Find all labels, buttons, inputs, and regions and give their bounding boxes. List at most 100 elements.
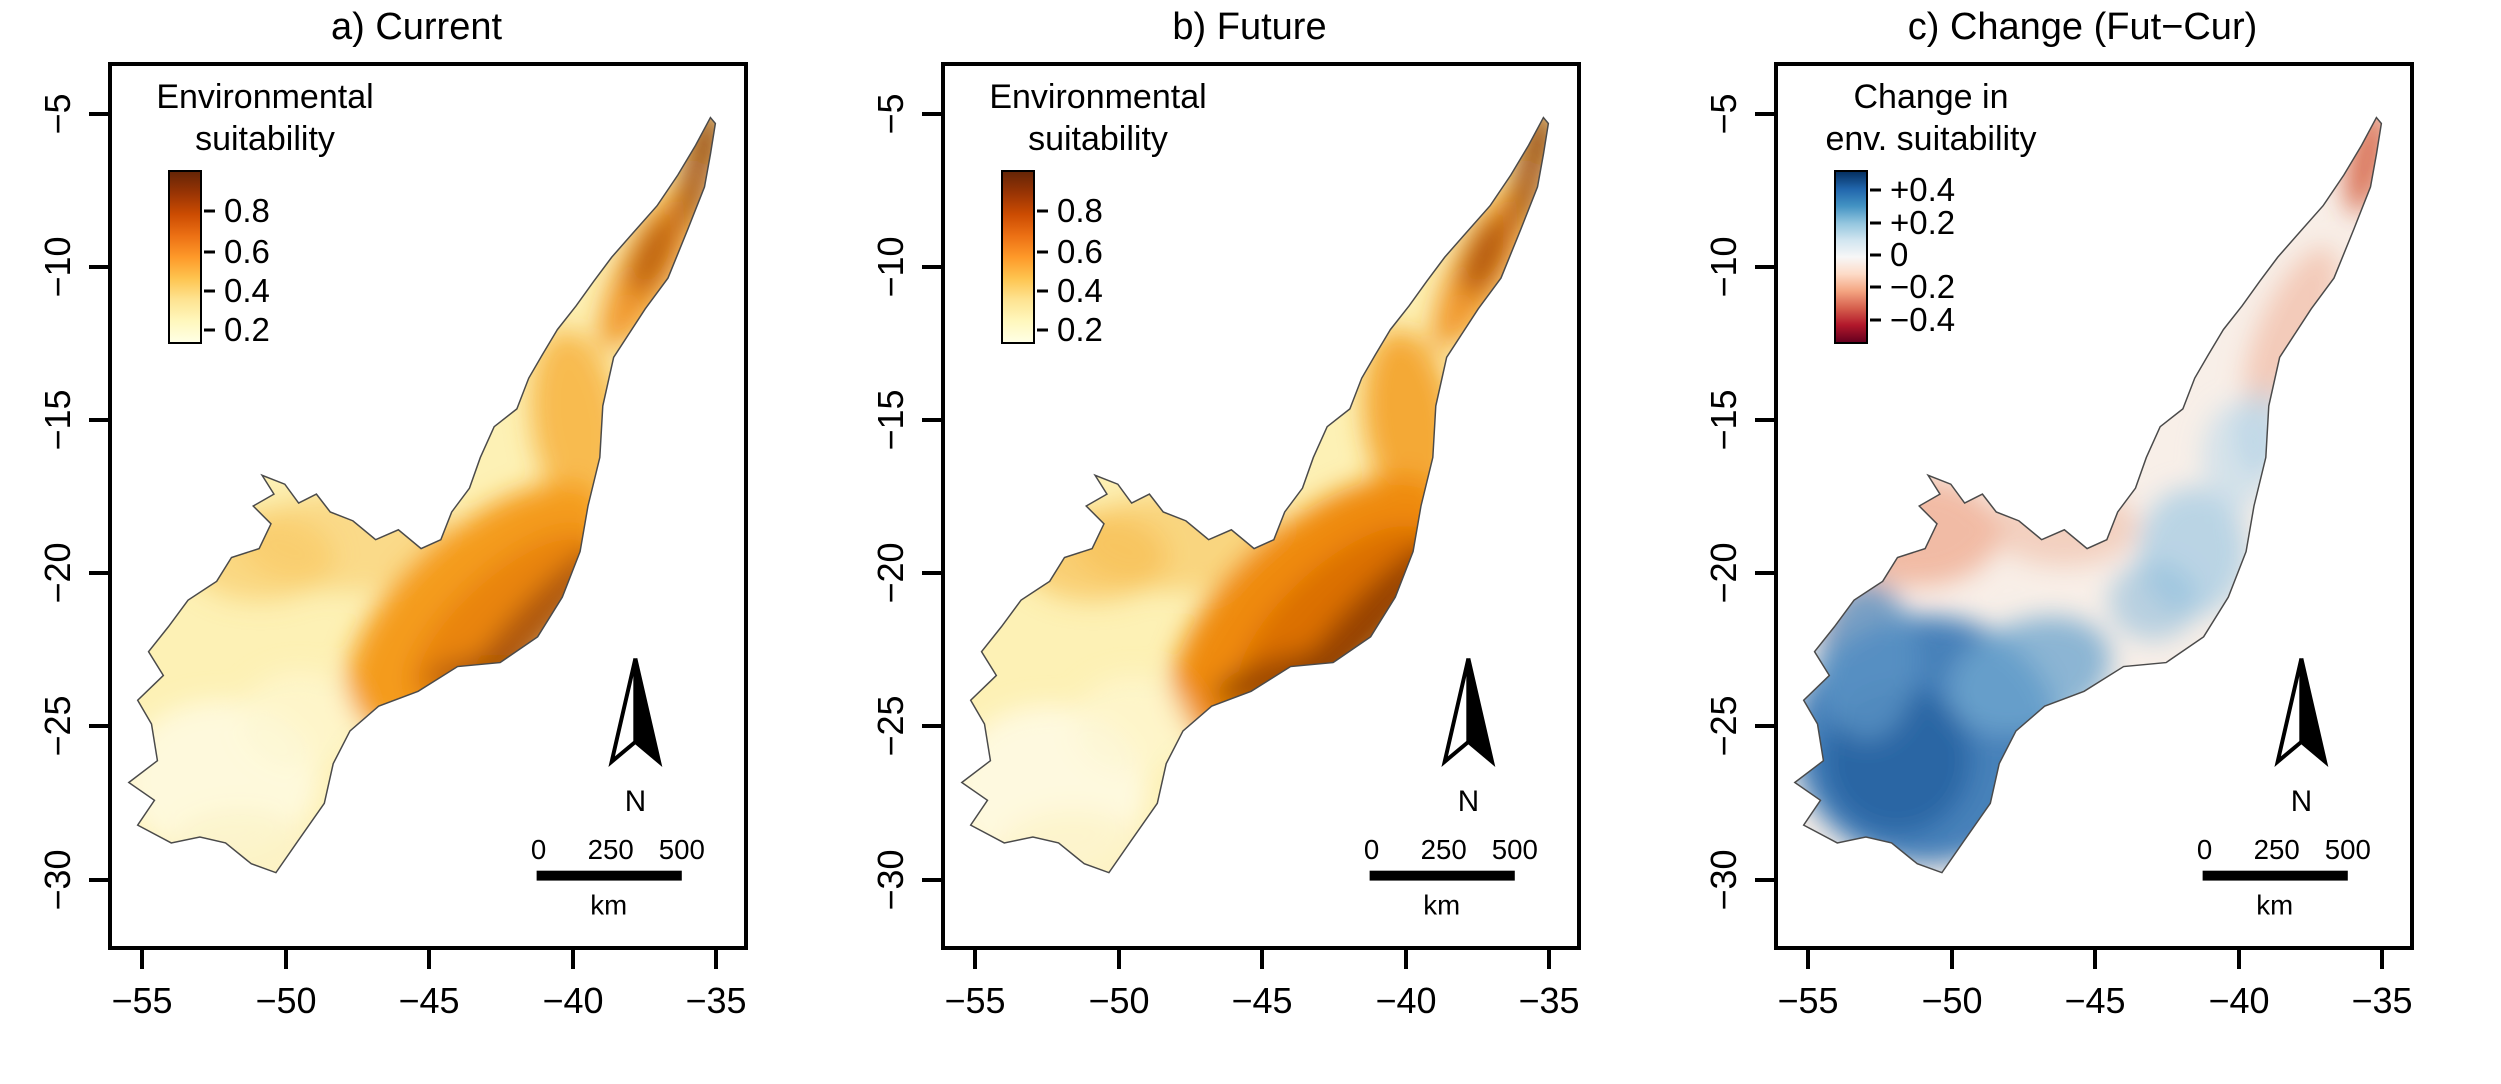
legend-colorbar [1834, 170, 1868, 344]
north-label: N [625, 785, 646, 818]
y-axis-tick [89, 265, 108, 269]
x-axis-label: −40 [2208, 980, 2270, 1021]
scale-label-250: 250 [588, 834, 634, 865]
legend-tick-label: 0.8 [224, 192, 270, 229]
x-axis-label: −50 [255, 980, 317, 1021]
x-axis-label: −35 [685, 980, 747, 1021]
y-axis-label: −20 [37, 542, 78, 604]
panel-c: c) Change (Fut−Cur) −5 −10 −15 −20 −25 −… [1666, 0, 2499, 1084]
legend-tick [1037, 209, 1048, 213]
scale-unit: km [590, 889, 627, 920]
y-axis-tick [922, 571, 941, 575]
x-axis-tick [1547, 950, 1551, 969]
map-canvas-current: N 0 250 500 km [128, 116, 717, 920]
y-axis-label: −10 [870, 236, 911, 298]
y-axis-tick [89, 724, 108, 728]
scale-label-250: 250 [2254, 834, 2300, 865]
legend-tick [204, 209, 215, 213]
plot-box: N 0 250 500 km Change in env. suitabilit… [1774, 62, 2414, 950]
legend-tick-label: 0.4 [224, 272, 270, 309]
x-axis-label: −55 [944, 980, 1006, 1021]
panel-a: a) Current −5 −10 −15 −20 −25 −30 −55 −5… [0, 0, 833, 1084]
legend-tick [1037, 289, 1048, 293]
legend-tick [1037, 328, 1048, 332]
legend: Change in env. suitability +0.4 +0.2 0 −… [1786, 76, 2076, 344]
plot-box: N 0 250 500 km Environmental suitability [941, 62, 1581, 950]
legend-tick-label: 0 [1890, 236, 1909, 273]
y-axis-label: −20 [1703, 542, 1744, 604]
legend-tick-label: 0.2 [1057, 311, 1103, 348]
plot-box: N 0 250 500 km Environmental suitability [108, 62, 748, 950]
panel-title: a) Current [330, 6, 503, 48]
scale-label-250: 250 [1421, 834, 1467, 865]
y-axis-tick [1755, 724, 1774, 728]
x-axis-label: −40 [1375, 980, 1437, 1021]
legend: Environmental suitability 0.8 0.6 0.4 0.… [953, 76, 1243, 348]
x-axis-tick [140, 950, 144, 969]
y-axis-label: −5 [870, 93, 911, 135]
legend-tick-label: 0.4 [1057, 272, 1103, 309]
legend-tick [204, 250, 215, 254]
y-axis-label: −5 [1703, 93, 1744, 135]
scale-unit: km [2256, 889, 2293, 920]
legend-tick-label: −0.4 [1890, 301, 1956, 338]
y-axis-tick [1755, 418, 1774, 422]
y-axis-tick [89, 112, 108, 116]
legend-tick [1870, 253, 1881, 257]
x-axis-label: −50 [1921, 980, 1983, 1021]
x-axis-label: −45 [2064, 980, 2126, 1021]
panel-title: b) Future [1172, 6, 1327, 48]
legend-tick-label: +0.2 [1890, 204, 1956, 241]
legend-title-line1: Environmental [989, 78, 1207, 116]
y-axis-tick [89, 571, 108, 575]
x-axis-label: −35 [1518, 980, 1580, 1021]
scale-label-500: 500 [659, 834, 705, 865]
legend-tick [1870, 188, 1881, 192]
legend: Environmental suitability 0.8 0.6 0.4 0.… [120, 76, 410, 348]
y-axis-tick [922, 724, 941, 728]
x-axis-tick [2237, 950, 2241, 969]
scale-label-0: 0 [1364, 834, 1379, 865]
scale-label-500: 500 [2325, 834, 2371, 865]
scale-bar-rect [536, 870, 682, 881]
scale-bar: 0 250 500 km [1364, 834, 1538, 921]
legend-tick-label: 0.6 [1057, 233, 1103, 270]
north-arrow: N [2274, 658, 2329, 818]
legend-title-line2: env. suitability [1825, 120, 2037, 158]
x-axis-label: −45 [1231, 980, 1293, 1021]
panel-b: b) Future −5 −10 −15 −20 −25 −30 −55 −50… [833, 0, 1666, 1084]
y-axis-tick [1755, 112, 1774, 116]
y-axis-tick [1755, 265, 1774, 269]
legend-colorbar [1001, 170, 1035, 344]
scale-label-0: 0 [531, 834, 546, 865]
y-axis-tick [1755, 571, 1774, 575]
map-canvas-change: N 0 250 500 km [1794, 116, 2383, 921]
legend-title-line1: Change in [1853, 78, 2009, 116]
north-label: N [1458, 785, 1479, 818]
legend-colorbar [168, 170, 202, 344]
x-axis-tick [1806, 950, 1810, 969]
y-axis-label: −5 [37, 93, 78, 135]
north-label: N [2291, 785, 2312, 818]
x-axis-tick [714, 950, 718, 969]
legend-tick [204, 289, 215, 293]
scale-bar-rect [1369, 870, 1515, 881]
legend-tick [1870, 221, 1881, 225]
y-axis-tick [89, 418, 108, 422]
legend-tick-label: −0.2 [1890, 268, 1956, 305]
x-axis-label: −55 [1777, 980, 1839, 1021]
scale-label-0: 0 [2197, 834, 2212, 865]
scale-bar: 0 250 500 km [2197, 834, 2371, 921]
legend-tick-label: 0.2 [224, 311, 270, 348]
legend-tick [204, 328, 215, 332]
y-axis-label: −25 [37, 695, 78, 757]
y-axis-tick [922, 112, 941, 116]
suitability-map-current [128, 117, 716, 873]
legend-tick [1870, 285, 1881, 289]
y-axis-tick [922, 265, 941, 269]
legend-tick [1037, 250, 1048, 254]
y-axis-label: −10 [37, 236, 78, 298]
x-axis-tick [571, 950, 575, 969]
scale-unit: km [1423, 889, 1460, 920]
